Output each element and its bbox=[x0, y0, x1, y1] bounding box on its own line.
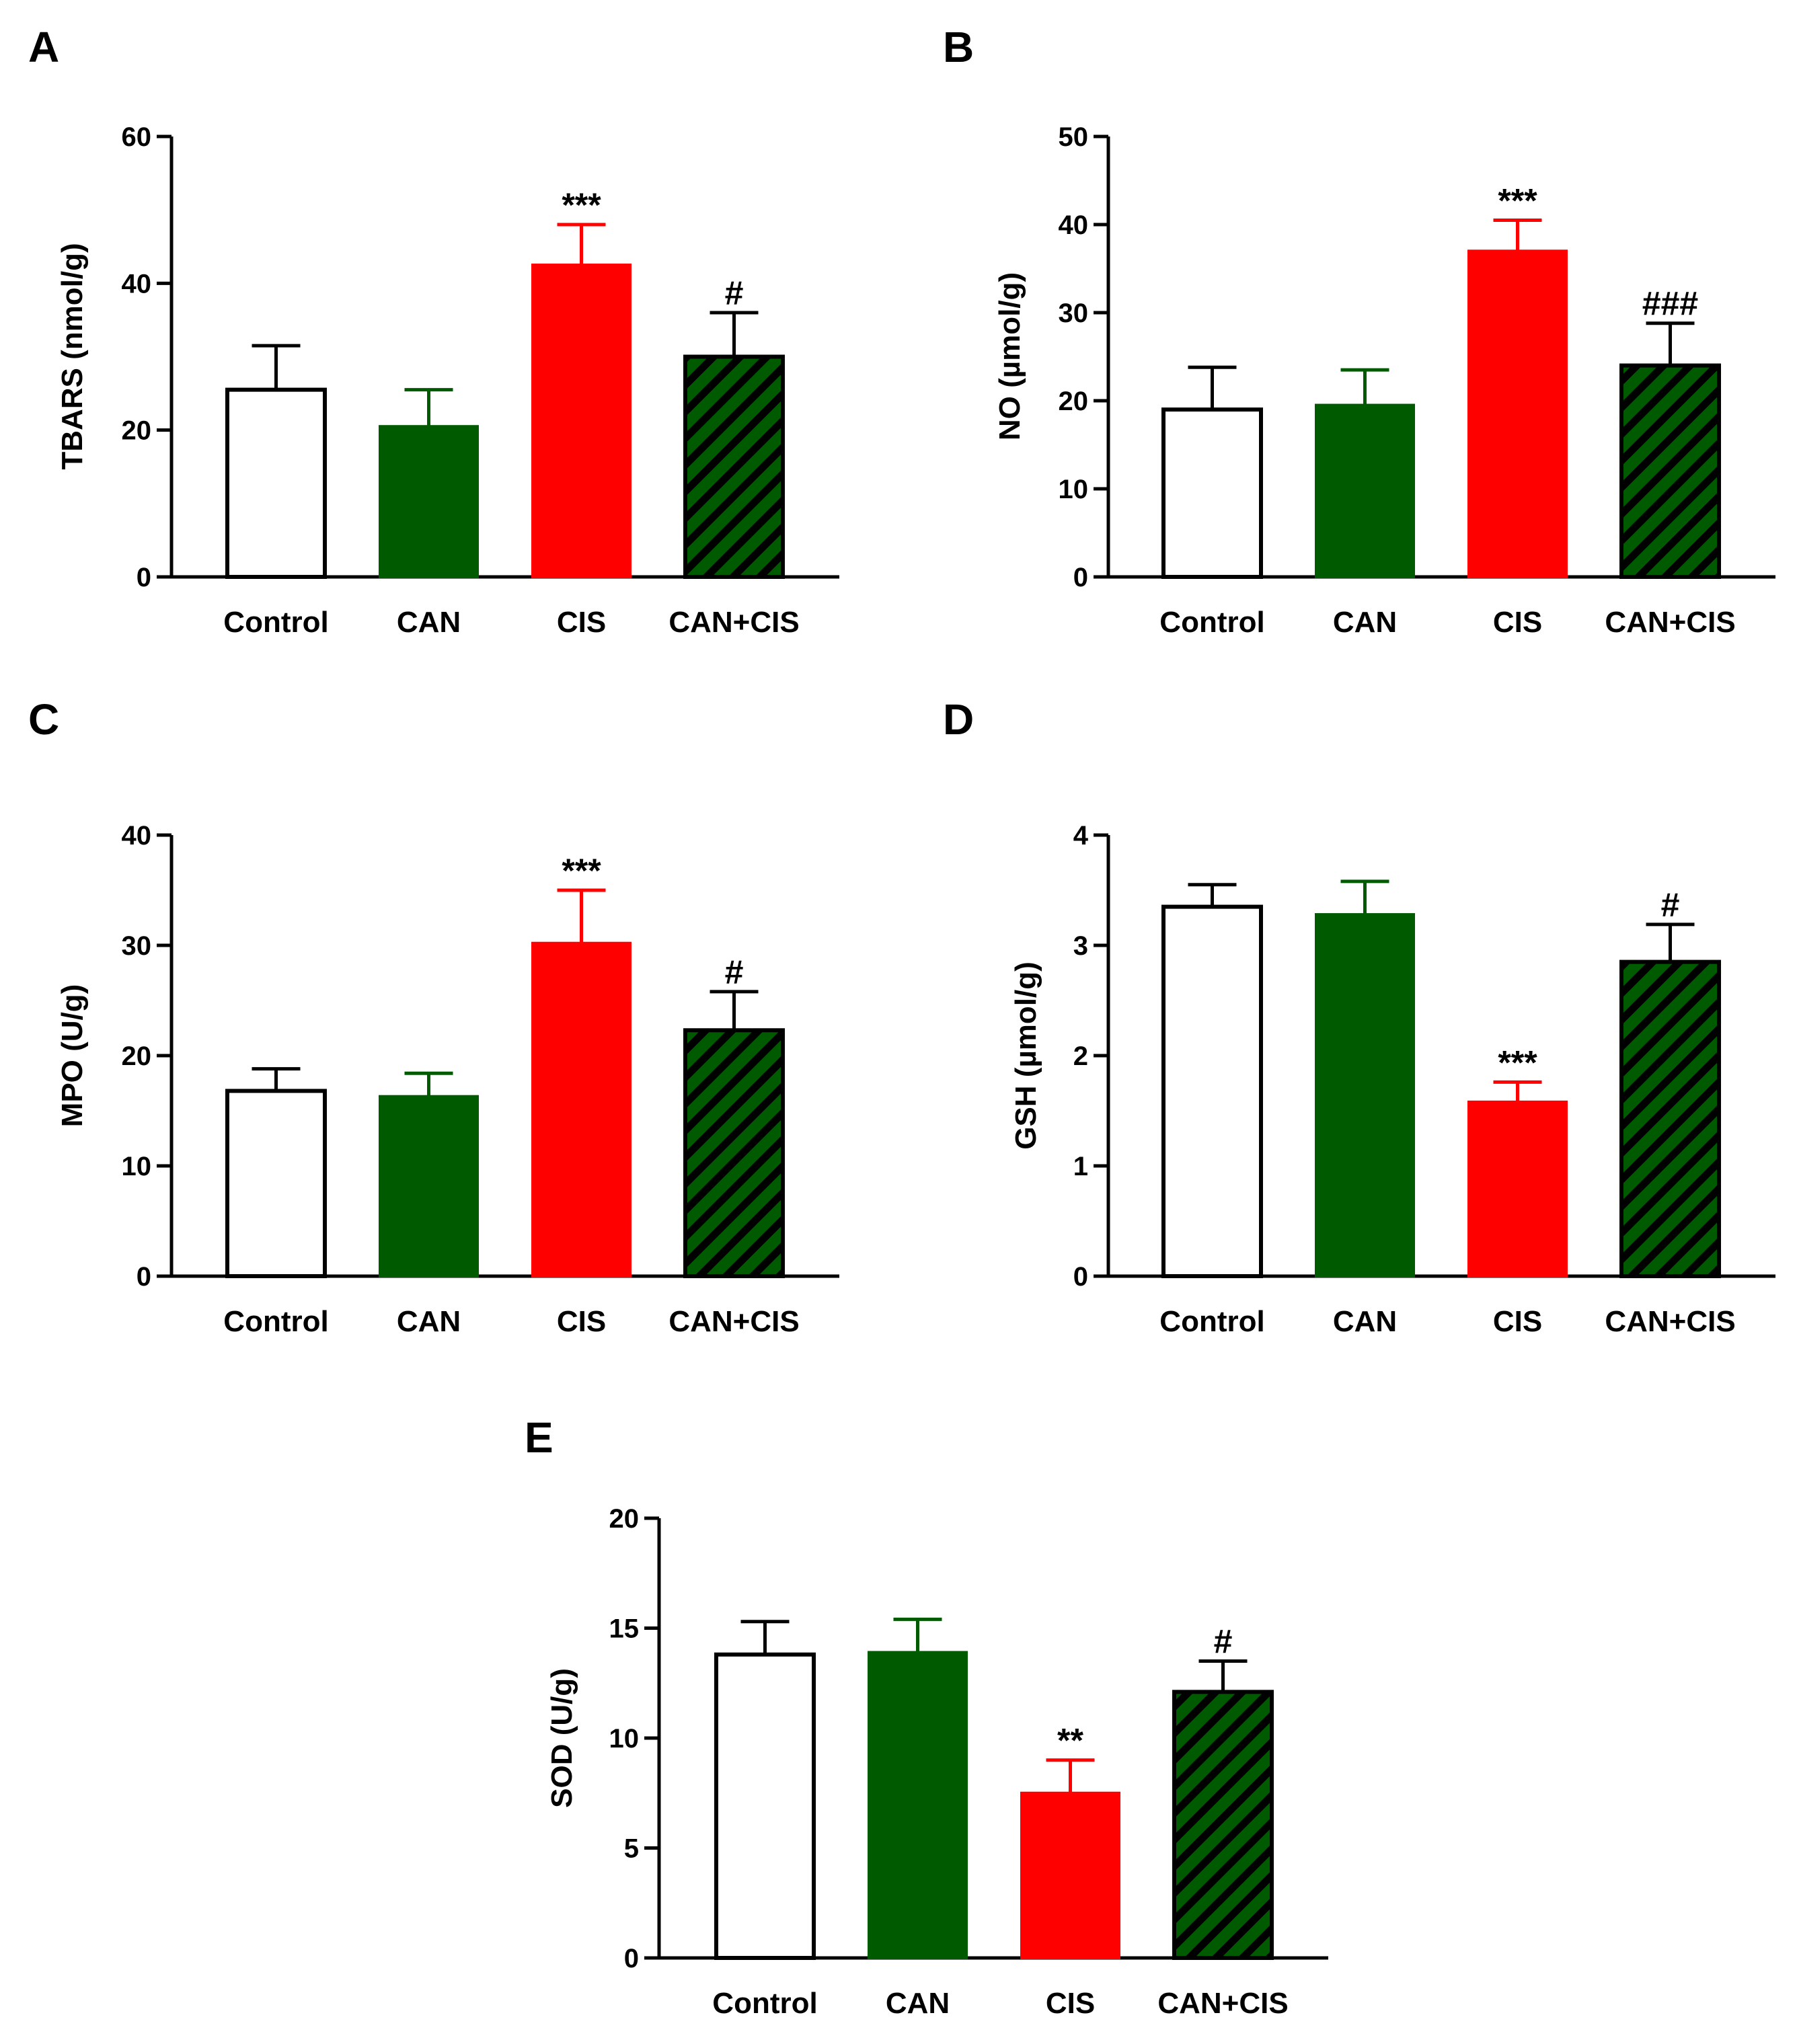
chart-panel-e: E SOD (U/g) 0 5 10 15 20 Control CAN ** CIS # CAN+CI… bbox=[525, 1413, 1328, 2020]
bar-cis bbox=[531, 264, 632, 578]
significance-label: *** bbox=[562, 852, 601, 890]
significance-label: ### bbox=[1642, 285, 1698, 323]
y-tick-label: 20 bbox=[122, 416, 152, 446]
x-tick-label: Control bbox=[712, 1987, 817, 2020]
bar-can bbox=[868, 1651, 968, 1959]
x-tick-label: CAN bbox=[886, 1987, 950, 2020]
chart-panel-d: D GSH (µmol/g) 0 1 2 3 4 Control CAN *** CIS # CAN+C… bbox=[943, 695, 1775, 1338]
y-tick-label: 0 bbox=[624, 1944, 639, 1973]
y-tick-label: 5 bbox=[624, 1834, 639, 1864]
significance-label: ** bbox=[1057, 1722, 1083, 1760]
bar-control bbox=[1161, 904, 1263, 1278]
significance-label: # bbox=[1661, 886, 1680, 924]
y-axis-label: NO (µmol/g) bbox=[993, 272, 1026, 440]
panel-letter: E bbox=[525, 1413, 553, 1462]
significance-label: *** bbox=[1498, 182, 1537, 219]
y-axis-label: TBARS (nmol/g) bbox=[56, 243, 89, 469]
chart-panel-b: B NO (µmol/g) 0 10 20 30 40 50 Control CAN *** CIS #… bbox=[943, 23, 1775, 639]
x-tick-label: CIS bbox=[557, 1305, 606, 1338]
y-axis-label: SOD (U/g) bbox=[545, 1668, 578, 1808]
significance-label: # bbox=[725, 274, 744, 312]
bar-can-cis bbox=[683, 354, 785, 579]
chart-panel-a: A TBARS (nmol/g) 0 20 40 60 Control CAN *** CIS # C… bbox=[28, 23, 839, 639]
y-tick-label: 4 bbox=[1073, 821, 1089, 851]
bar-can-cis bbox=[1619, 959, 1721, 1278]
y-tick-label: 40 bbox=[122, 821, 152, 851]
x-tick-label: CAN+CIS bbox=[668, 1305, 799, 1338]
bar-cis bbox=[1467, 249, 1568, 578]
bar-can bbox=[379, 1095, 479, 1278]
bar-can bbox=[1315, 913, 1415, 1278]
bar-can bbox=[1315, 403, 1415, 578]
y-tick-label: 10 bbox=[122, 1152, 152, 1181]
y-tick-label: 10 bbox=[609, 1724, 640, 1754]
significance-label: # bbox=[1214, 1623, 1233, 1661]
y-tick-label: 40 bbox=[1059, 210, 1089, 240]
bar-control bbox=[1161, 407, 1263, 579]
x-tick-label: Control bbox=[223, 1305, 328, 1338]
y-tick-label: 0 bbox=[1073, 1262, 1088, 1292]
x-tick-label: CIS bbox=[1493, 1305, 1542, 1338]
y-tick-label: 0 bbox=[137, 563, 151, 592]
x-tick-label: CAN+CIS bbox=[1605, 1305, 1735, 1338]
y-tick-label: 20 bbox=[1059, 387, 1089, 416]
bar-can-cis bbox=[1619, 363, 1721, 579]
y-tick-label: 30 bbox=[1059, 299, 1089, 328]
bar-control bbox=[225, 1089, 327, 1278]
y-tick-label: 0 bbox=[137, 1262, 151, 1292]
bar-can-cis bbox=[1172, 1690, 1274, 1961]
y-tick-label: 60 bbox=[122, 122, 152, 152]
significance-label: *** bbox=[562, 186, 601, 224]
bar-cis bbox=[531, 941, 632, 1278]
panel-letter: B bbox=[943, 23, 974, 71]
y-tick-label: 50 bbox=[1059, 122, 1089, 152]
x-tick-label: CIS bbox=[1493, 606, 1542, 639]
bar-cis bbox=[1020, 1791, 1120, 1959]
bar-control bbox=[714, 1652, 816, 1960]
x-tick-label: CAN+CIS bbox=[1157, 1987, 1288, 2020]
x-tick-label: CAN bbox=[397, 1305, 461, 1338]
y-axis-label: MPO (U/g) bbox=[56, 984, 89, 1128]
chart-panel-c: C MPO (U/g) 0 10 20 30 40 Control CAN *** CIS # CAN+… bbox=[28, 695, 839, 1338]
y-tick-label: 15 bbox=[609, 1614, 640, 1644]
y-tick-label: 20 bbox=[609, 1504, 640, 1534]
x-tick-label: CAN+CIS bbox=[668, 606, 799, 639]
y-tick-label: 40 bbox=[122, 269, 152, 299]
bar-cis bbox=[1467, 1100, 1568, 1278]
x-tick-label: CAN+CIS bbox=[1605, 606, 1735, 639]
x-tick-label: Control bbox=[223, 606, 328, 639]
x-tick-label: CIS bbox=[557, 606, 606, 639]
x-tick-label: CAN bbox=[397, 606, 461, 639]
significance-label: # bbox=[725, 953, 744, 991]
panel-letter: A bbox=[28, 23, 59, 71]
y-tick-label: 20 bbox=[122, 1041, 152, 1071]
y-axis-label: GSH (µmol/g) bbox=[1009, 961, 1042, 1150]
x-tick-label: CIS bbox=[1046, 1987, 1095, 2020]
y-tick-label: 2 bbox=[1073, 1041, 1088, 1071]
x-tick-label: CAN bbox=[1333, 606, 1397, 639]
bar-can-cis bbox=[683, 1028, 785, 1279]
bar-can bbox=[379, 425, 479, 578]
significance-label: *** bbox=[1498, 1044, 1537, 1081]
x-tick-label: Control bbox=[1159, 1305, 1264, 1338]
bar-control bbox=[225, 387, 327, 579]
y-tick-label: 30 bbox=[122, 931, 152, 961]
panel-letter: C bbox=[28, 695, 59, 744]
y-tick-label: 0 bbox=[1073, 563, 1088, 592]
x-tick-label: CAN bbox=[1333, 1305, 1397, 1338]
x-tick-label: Control bbox=[1159, 606, 1264, 639]
panel-letter: D bbox=[943, 695, 974, 744]
y-tick-label: 1 bbox=[1073, 1152, 1088, 1181]
y-tick-label: 3 bbox=[1073, 931, 1088, 961]
y-tick-label: 10 bbox=[1059, 475, 1089, 504]
